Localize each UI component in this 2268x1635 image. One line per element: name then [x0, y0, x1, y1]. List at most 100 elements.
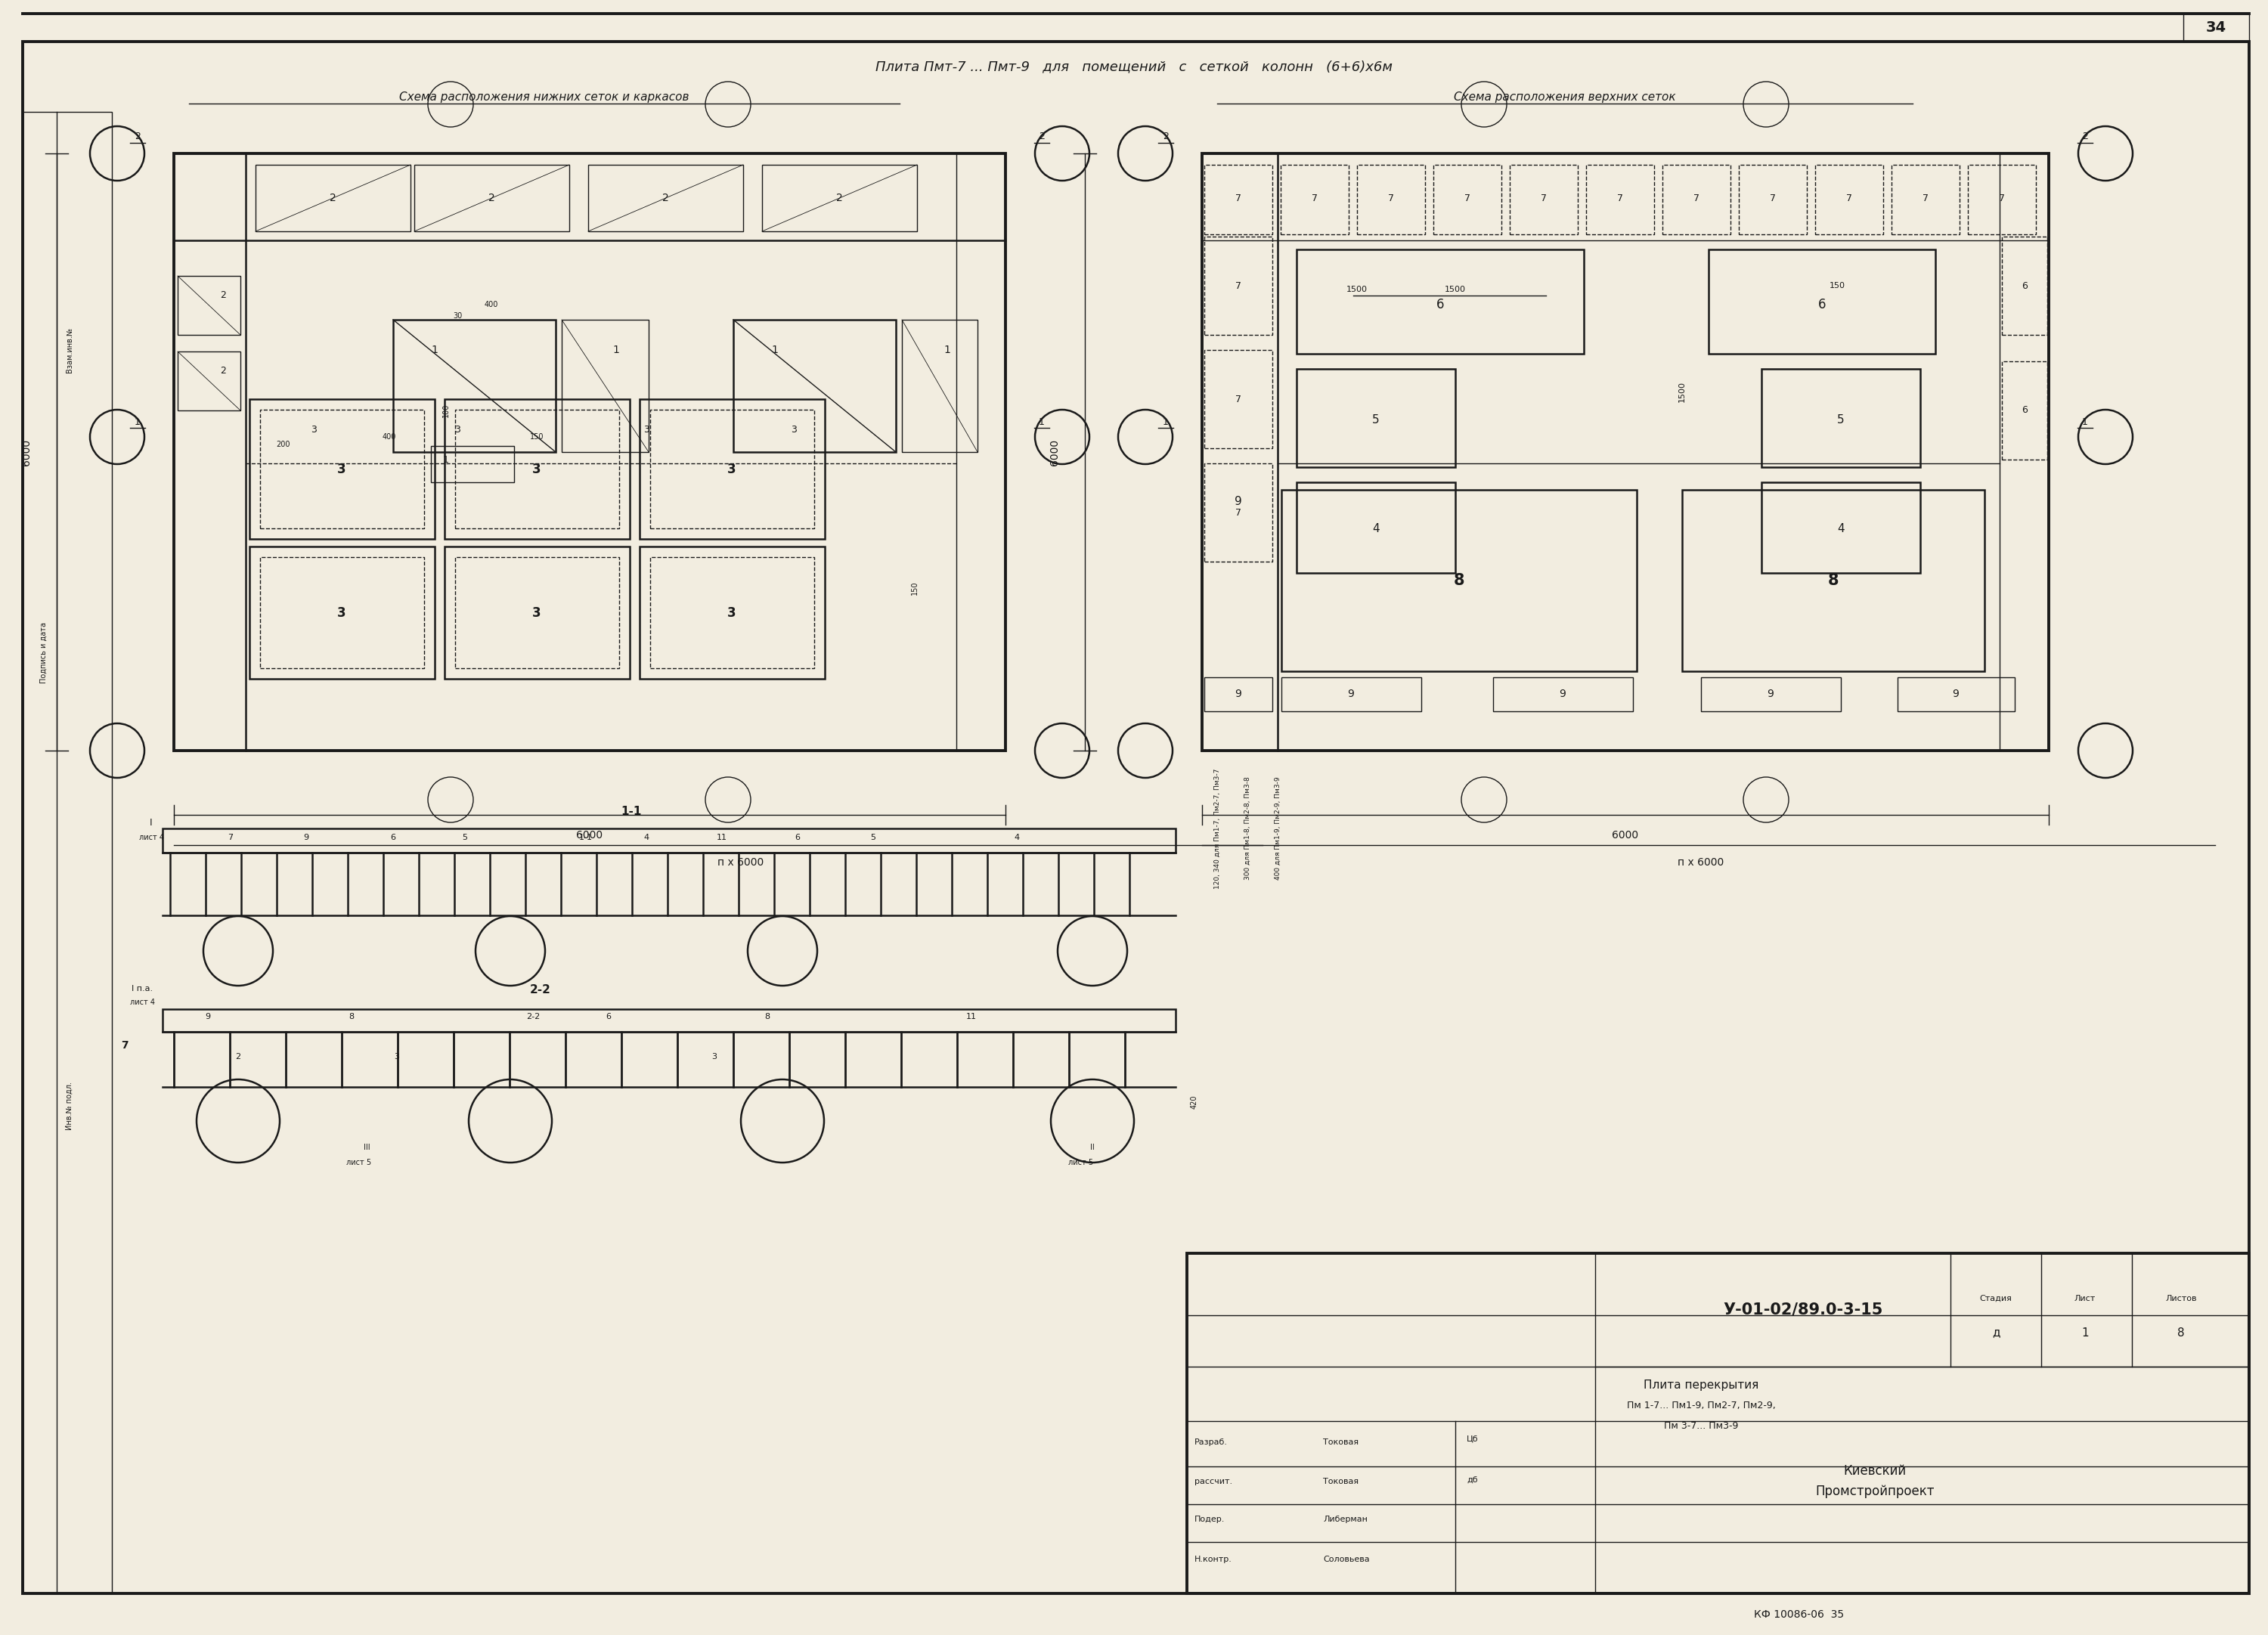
- Text: Цб: Цб: [1467, 1434, 1479, 1442]
- Text: 9: 9: [1767, 688, 1774, 700]
- Text: 1-1: 1-1: [578, 834, 592, 842]
- Text: 7: 7: [1236, 281, 1241, 291]
- Text: 9: 9: [1560, 688, 1565, 700]
- Text: 120, 340 для Пм1-7, Пм2-7, Пм3-7: 120, 340 для Пм1-7, Пм2-7, Пм3-7: [1213, 768, 1220, 889]
- Bar: [1701, 677, 1842, 711]
- Text: 3: 3: [533, 607, 542, 620]
- Text: 420: 420: [1191, 1095, 1198, 1109]
- Text: 2: 2: [1039, 132, 1046, 142]
- Bar: [249, 399, 435, 540]
- Bar: [1708, 250, 1935, 353]
- Text: Схема расположения нижних сеток и каркасов: Схема расположения нижних сеток и каркас…: [399, 92, 689, 103]
- Bar: [1969, 165, 2037, 234]
- Text: 400: 400: [485, 301, 499, 309]
- Text: 8: 8: [1454, 572, 1465, 589]
- Text: 1: 1: [1163, 417, 1168, 427]
- Bar: [903, 320, 978, 451]
- Bar: [23, 111, 111, 1594]
- Bar: [651, 410, 814, 528]
- Bar: [261, 558, 424, 669]
- Text: 150: 150: [912, 580, 919, 595]
- Text: 11: 11: [717, 834, 728, 842]
- Text: лист 5: лист 5: [1068, 1159, 1093, 1166]
- Bar: [2184, 13, 2250, 41]
- Text: 3: 3: [792, 425, 796, 435]
- Text: 3: 3: [644, 425, 649, 435]
- Text: 7: 7: [1465, 193, 1470, 203]
- Text: У-01-02/89.0-3-15: У-01-02/89.0-3-15: [1724, 1303, 1882, 1318]
- Text: 1: 1: [943, 345, 950, 355]
- Text: 3: 3: [311, 425, 318, 435]
- Bar: [762, 165, 916, 231]
- Text: 7: 7: [120, 1040, 129, 1051]
- Text: КФ 10086-06  35: КФ 10086-06 35: [1753, 1609, 1844, 1620]
- Text: 1: 1: [1039, 417, 1046, 427]
- Bar: [1204, 165, 1272, 234]
- Bar: [1186, 1254, 2250, 1594]
- Text: 4: 4: [1837, 523, 1844, 535]
- Bar: [651, 558, 814, 669]
- Text: 7: 7: [1236, 193, 1241, 203]
- Bar: [1814, 165, 1882, 234]
- Text: Пм 1-7... Пм1-9, Пм2-7, Пм2-9,: Пм 1-7... Пм1-9, Пм2-7, Пм2-9,: [1626, 1401, 1776, 1411]
- Text: 2: 2: [488, 193, 494, 203]
- Text: 1: 1: [612, 345, 619, 355]
- Text: 6000: 6000: [1050, 438, 1059, 466]
- Text: 6000: 6000: [1613, 831, 1640, 840]
- Bar: [177, 276, 240, 335]
- Bar: [175, 154, 1005, 750]
- Text: 11: 11: [966, 1014, 978, 1020]
- Bar: [431, 446, 515, 482]
- Text: Либерман: Либерман: [1322, 1516, 1368, 1524]
- Text: Схема расположения верхних сеток: Схема расположения верхних сеток: [1454, 92, 1676, 103]
- Bar: [562, 320, 649, 451]
- Text: 6000: 6000: [576, 831, 603, 840]
- Text: Токовая: Токовая: [1322, 1439, 1359, 1445]
- Text: 5: 5: [463, 834, 467, 842]
- Text: 7: 7: [1694, 193, 1699, 203]
- Text: 9: 9: [1347, 688, 1354, 700]
- Text: 7: 7: [227, 834, 234, 842]
- Bar: [456, 410, 619, 528]
- Text: 34: 34: [2204, 20, 2227, 34]
- Text: 5: 5: [1372, 414, 1379, 425]
- Text: 6: 6: [2021, 281, 2028, 291]
- Text: 5: 5: [871, 834, 875, 842]
- Text: 1-1: 1-1: [621, 806, 642, 818]
- Bar: [1204, 463, 1272, 562]
- Text: 7: 7: [1846, 193, 1853, 203]
- Text: Токовая: Токовая: [1322, 1478, 1359, 1485]
- Text: 7: 7: [1236, 394, 1241, 404]
- Text: 8: 8: [2177, 1328, 2184, 1339]
- Text: 2: 2: [2082, 132, 2089, 142]
- Text: Пм 3-7... Пм3-9: Пм 3-7... Пм3-9: [1665, 1421, 1737, 1431]
- Text: 1500: 1500: [1678, 381, 1685, 402]
- Text: 7: 7: [1617, 193, 1624, 203]
- Text: 6: 6: [390, 834, 395, 842]
- Text: 3: 3: [454, 425, 460, 435]
- Bar: [445, 546, 631, 679]
- Text: 3: 3: [338, 463, 347, 476]
- Text: 3: 3: [728, 607, 737, 620]
- Text: 9: 9: [1236, 688, 1241, 700]
- Text: 3: 3: [728, 463, 737, 476]
- Text: I п.а.: I п.а.: [132, 984, 152, 992]
- Text: Стадия: Стадия: [1980, 1295, 2012, 1303]
- Text: 400 для Пм1-9, Пм2-9, Пм3-9: 400 для Пм1-9, Пм2-9, Пм3-9: [1275, 777, 1281, 880]
- Bar: [456, 558, 619, 669]
- Bar: [640, 546, 826, 679]
- Text: 300 для Пм1-8, Пм2-8, Пм3-8: 300 для Пм1-8, Пм2-8, Пм3-8: [1243, 777, 1252, 880]
- Bar: [415, 165, 569, 231]
- Text: 2-2: 2-2: [526, 1014, 540, 1020]
- Text: 6: 6: [1819, 298, 1826, 311]
- Text: 7: 7: [1311, 193, 1318, 203]
- Text: Плита перекрытия: Плита перекрытия: [1644, 1380, 1758, 1391]
- Bar: [1281, 490, 1637, 672]
- Text: Лист: Лист: [2075, 1295, 2096, 1303]
- Text: Разраб.: Разраб.: [1195, 1439, 1227, 1445]
- Bar: [1297, 482, 1456, 572]
- Text: 1: 1: [134, 417, 141, 427]
- Text: Плита Пмт-7 ... Пмт-9   для   помещений   с   сеткой   колонн   (6+6)х6м: Плита Пмт-7 ... Пмт-9 для помещений с се…: [875, 60, 1393, 74]
- Bar: [249, 546, 435, 679]
- Text: 8: 8: [349, 1014, 354, 1020]
